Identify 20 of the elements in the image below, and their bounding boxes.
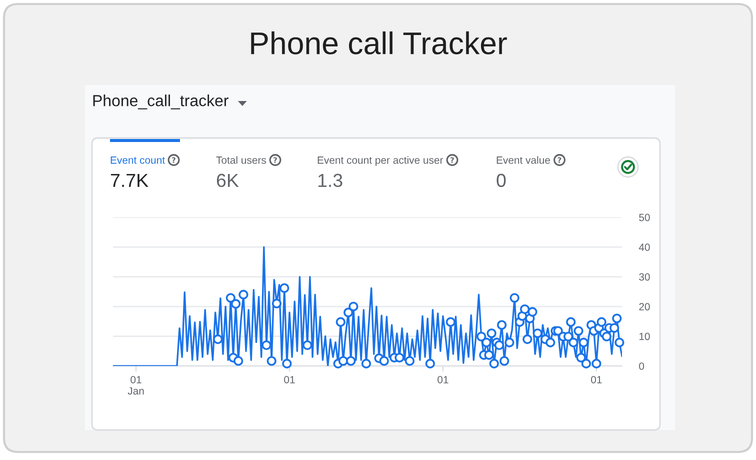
x-tick-label: 01: [591, 376, 602, 384]
text: Event value: [496, 156, 550, 164]
text: Event count per active user: [318, 156, 444, 166]
x-tick-label: 01 Jan: [128, 376, 144, 395]
text: 1.3: [318, 174, 342, 188]
y-tick-label: 40: [638, 244, 650, 251]
text: 7.7K: [110, 174, 148, 187]
y-tick-label: 50: [639, 214, 650, 222]
y-tick-label: 30: [639, 273, 650, 281]
x-tick-label: 01: [284, 376, 295, 384]
x-tick-label: 01: [438, 376, 448, 384]
chart-subtitle: Phone_call_tracker: [93, 94, 228, 110]
text: 0: [496, 174, 506, 188]
y-tick-label: 0: [639, 362, 644, 370]
text: Event count: [110, 156, 165, 164]
y-tick-label: 10: [639, 332, 650, 340]
text: 6K: [216, 174, 239, 188]
text: Total users: [216, 156, 266, 164]
chart-title: Phone call Tracker: [251, 31, 507, 54]
y-tick-label: 20: [639, 303, 650, 310]
